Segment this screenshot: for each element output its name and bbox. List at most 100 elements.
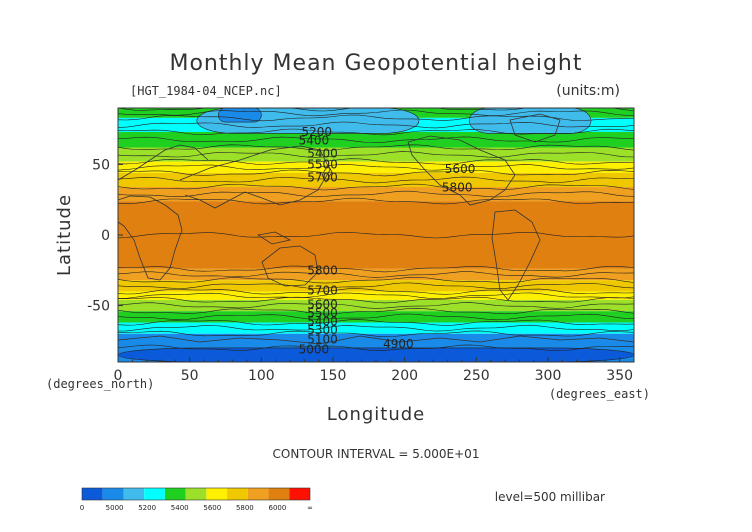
contour-line-2-1 bbox=[118, 136, 634, 144]
contour-line-10-0 bbox=[118, 288, 634, 295]
chart-title: Monthly Mean Geopotential height bbox=[169, 51, 582, 76]
contour-label-9: 5600 bbox=[307, 297, 338, 311]
low-region-1 bbox=[468, 108, 592, 134]
colorbar-tick-label-6: 6000 bbox=[269, 504, 287, 512]
contour-label-15: 4900 bbox=[383, 337, 414, 351]
colorbar-swatch-4 bbox=[164, 488, 186, 500]
contour-line-4-0 bbox=[118, 158, 634, 165]
contour-line-1-0 bbox=[118, 114, 634, 122]
colorbar-tick-label-1: 5000 bbox=[106, 504, 124, 512]
coastline-africa bbox=[118, 195, 183, 281]
coastline-japan bbox=[321, 164, 333, 183]
lat-band-7 bbox=[118, 201, 634, 269]
contour-line-4-1 bbox=[118, 164, 634, 171]
y-tick-label-1: 0 bbox=[101, 228, 110, 244]
contour-line-2-0 bbox=[118, 128, 634, 136]
coastline-europe bbox=[118, 144, 209, 181]
colorbar-tick-label-2: 5200 bbox=[138, 504, 156, 512]
contour-label-4: 5700 bbox=[307, 170, 338, 184]
contour-label-14: 5000 bbox=[299, 343, 330, 357]
coastlines bbox=[118, 113, 634, 345]
contour-label-7: 5800 bbox=[307, 264, 338, 278]
plot-area: 5200540054005500570056005800580057005600… bbox=[118, 108, 634, 362]
lat-band-5 bbox=[118, 172, 634, 188]
contour-line-12-0 bbox=[118, 307, 634, 315]
colorbar-swatch-5 bbox=[185, 488, 207, 500]
colorbar-frame bbox=[81, 487, 311, 501]
colorbar-swatch-8 bbox=[247, 488, 269, 500]
contour-line-3-0 bbox=[118, 144, 634, 151]
contour-line-13-0 bbox=[118, 319, 634, 326]
coastline-antarctica bbox=[118, 335, 634, 345]
colorbar-swatch-6 bbox=[206, 488, 228, 500]
colorbar-tick-labels: 0 5000 5200 5400 5600 5800 6000 ∞ bbox=[80, 504, 313, 512]
units-label: (units:m) bbox=[556, 83, 620, 99]
level-label: level=500 millibar bbox=[495, 490, 605, 504]
contour-label-2: 5400 bbox=[307, 146, 338, 160]
coastline-asia bbox=[179, 145, 331, 209]
contour-line-9-0 bbox=[118, 277, 634, 284]
contour-line-0-1 bbox=[118, 109, 634, 117]
contour-label-5: 5600 bbox=[445, 162, 476, 176]
colorbar-swatch-1 bbox=[102, 488, 124, 500]
color-bands bbox=[118, 108, 634, 362]
x-unit-label: (degrees_east) bbox=[549, 387, 650, 401]
contour-line-7-1 bbox=[118, 232, 634, 239]
x-tick-label-7: 350 bbox=[606, 368, 633, 384]
y-unit-label: (degrees_north) bbox=[46, 377, 154, 391]
coastline-australia bbox=[261, 245, 319, 287]
x-tick-label-3: 150 bbox=[320, 368, 347, 384]
contour-line-7-0 bbox=[118, 197, 634, 205]
contour-line-8-1 bbox=[118, 271, 634, 278]
x-tick-label-1: 50 bbox=[181, 368, 199, 384]
contour-line-11-1 bbox=[118, 302, 634, 309]
contour-line-9-1 bbox=[118, 282, 634, 290]
colorbar-swatch-3 bbox=[144, 488, 165, 500]
contour-line-5-1 bbox=[118, 176, 634, 184]
contour-label-0: 5200 bbox=[301, 125, 332, 139]
y-axis-label: Latitude bbox=[54, 194, 75, 276]
lat-band-4 bbox=[118, 161, 634, 173]
colorbar-swatch-2 bbox=[123, 488, 145, 500]
contour-label-12: 5300 bbox=[307, 323, 338, 337]
contour-line-13-1 bbox=[118, 324, 634, 332]
colorbar-tick-label-3: 5400 bbox=[171, 504, 189, 512]
low-pressure-regions bbox=[118, 108, 634, 362]
x-tick-label-4: 200 bbox=[391, 368, 418, 384]
lat-band-10 bbox=[118, 291, 634, 300]
low-region-2 bbox=[218, 108, 262, 123]
contour-line-14-1 bbox=[118, 344, 634, 352]
contour-label-13: 5100 bbox=[307, 333, 338, 347]
x-axis-label: Longitude bbox=[327, 404, 426, 425]
contour-interval-label: CONTOUR INTERVAL = 5.000E+01 bbox=[273, 447, 480, 461]
contour-label-1: 5400 bbox=[299, 134, 330, 148]
colorbar-swatch-10 bbox=[289, 488, 310, 500]
colorbar-swatch-9 bbox=[268, 488, 290, 500]
colorbar-tick-label-5: 5800 bbox=[236, 504, 254, 512]
coastline-north-america bbox=[407, 135, 516, 206]
contour-line-11-0 bbox=[118, 296, 634, 304]
coastline-indonesia bbox=[256, 231, 292, 245]
x-tick-label-5: 250 bbox=[463, 368, 490, 384]
colorbar-tick-label-7: ∞ bbox=[307, 504, 313, 512]
x-tick-label-0: 0 bbox=[114, 368, 123, 384]
contour-line-14-0 bbox=[118, 330, 634, 338]
contour-line-12-1 bbox=[118, 313, 634, 321]
contour-line-1-1 bbox=[118, 121, 634, 129]
contour-line-3-1 bbox=[118, 151, 634, 158]
y-tick-label-0: -50 bbox=[87, 299, 110, 315]
contour-line-10-1 bbox=[118, 292, 634, 300]
lat-band-12 bbox=[118, 311, 634, 323]
colorbar-swatch-7 bbox=[227, 488, 248, 500]
colorbar-tick-label-0: 0 bbox=[80, 504, 84, 512]
y-axis-ticks: -50 0 50 bbox=[87, 157, 123, 315]
x-tick-label-2: 100 bbox=[248, 368, 275, 384]
contour-lines bbox=[118, 108, 634, 352]
contour-line-5-0 bbox=[118, 169, 634, 177]
colorbar-swatch-0 bbox=[82, 488, 103, 500]
coastline-south-america bbox=[491, 209, 541, 301]
contour-label-10: 5500 bbox=[307, 306, 338, 320]
file-label: [HGT_1984-04_NCEP.nc] bbox=[130, 84, 282, 98]
lat-band-13 bbox=[118, 322, 634, 334]
colorbar bbox=[81, 487, 311, 501]
